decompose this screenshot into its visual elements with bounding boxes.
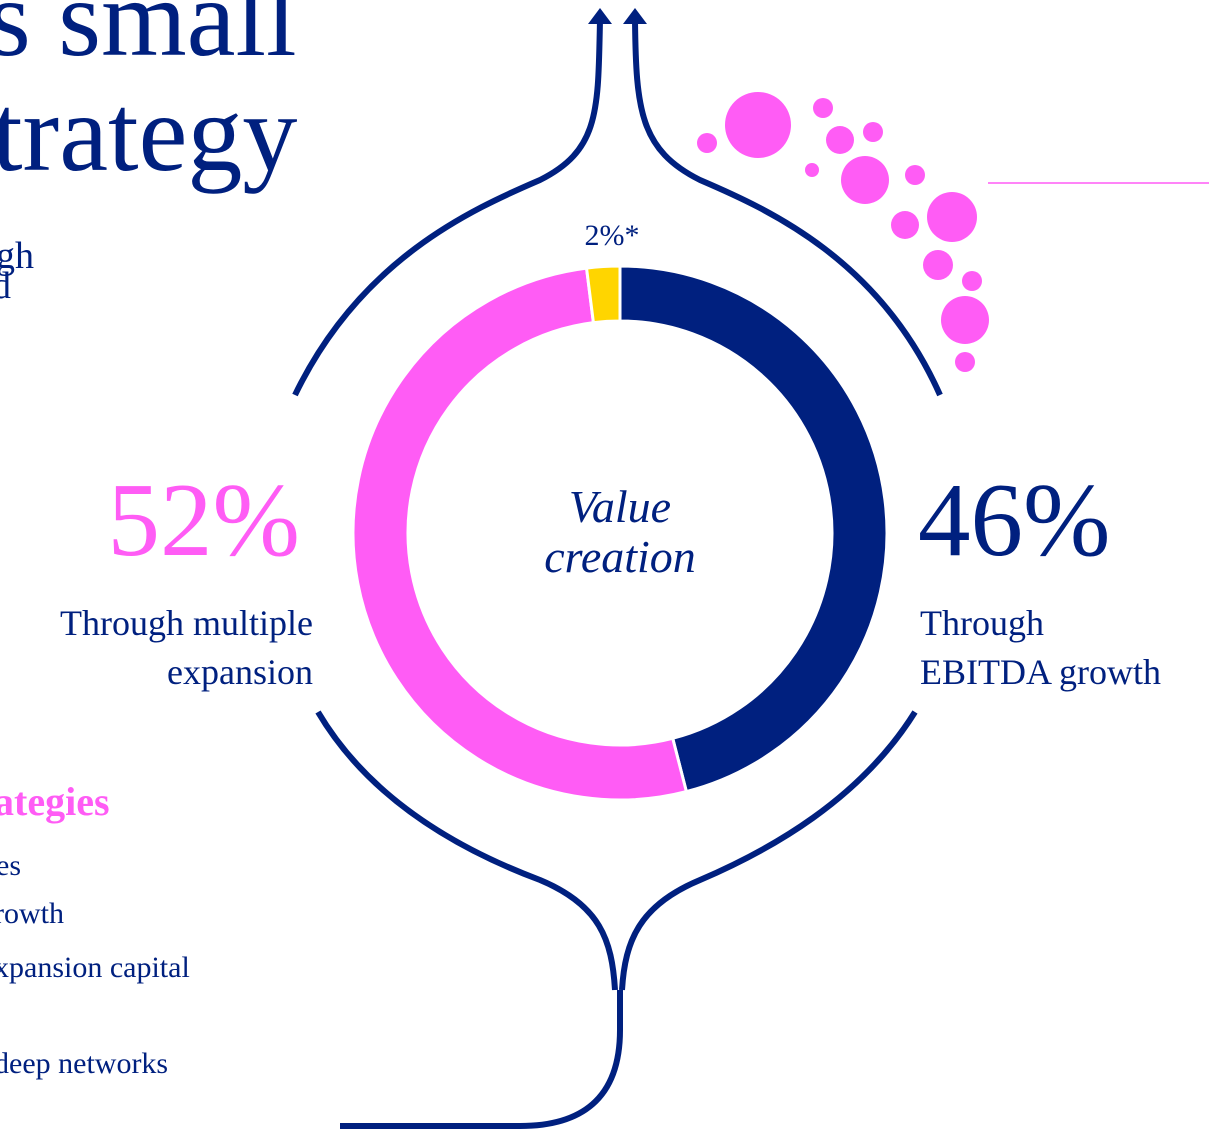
- dot: [805, 163, 819, 177]
- intro-line: d: [0, 265, 11, 307]
- dot: [725, 92, 791, 158]
- strategy-item: deep networks: [0, 1047, 168, 1080]
- heading-line: trategy: [0, 72, 297, 194]
- center-text: Value: [569, 481, 671, 532]
- flow-line: [340, 990, 623, 1129]
- flow-lines: [292, 19, 943, 1129]
- value-label: 2%*: [585, 219, 640, 252]
- dots: [697, 92, 989, 372]
- dot: [905, 165, 925, 185]
- dot: [826, 126, 854, 154]
- dot: [941, 296, 989, 344]
- dot: [891, 211, 919, 239]
- heading-line: s small: [0, 0, 297, 79]
- donut-segment: [584, 264, 622, 325]
- flow-line: [632, 19, 943, 397]
- arrow-head: [588, 8, 612, 24]
- dot: [962, 271, 982, 291]
- value-label: 52%: [108, 461, 300, 578]
- strategy-item: rowth: [0, 897, 64, 930]
- arrows: [588, 8, 647, 24]
- dot: [927, 192, 977, 242]
- dot: [813, 98, 833, 118]
- dot: [863, 122, 883, 142]
- segment-label: Through: [920, 603, 1044, 643]
- strategies-title: ategies: [0, 779, 110, 824]
- segment-label: EBITDA growth: [920, 652, 1161, 692]
- value-label: 46%: [918, 461, 1110, 578]
- segment-label: expansion: [167, 652, 313, 692]
- dot: [697, 133, 717, 153]
- donut-segment: [351, 266, 689, 802]
- center-text: creation: [544, 531, 696, 582]
- intro-line: gh: [0, 235, 34, 277]
- flow-line: [619, 710, 918, 991]
- donut-segment: [618, 264, 889, 794]
- segment-label: Through multiple: [60, 603, 313, 643]
- flow-line: [315, 710, 618, 991]
- flow-line: [292, 19, 603, 397]
- strategy-item: xpansion capital: [0, 951, 190, 984]
- arrow-head: [623, 8, 647, 24]
- dot: [955, 352, 975, 372]
- dot: [923, 250, 953, 280]
- strategy-item: es: [0, 849, 21, 882]
- dot: [841, 156, 889, 204]
